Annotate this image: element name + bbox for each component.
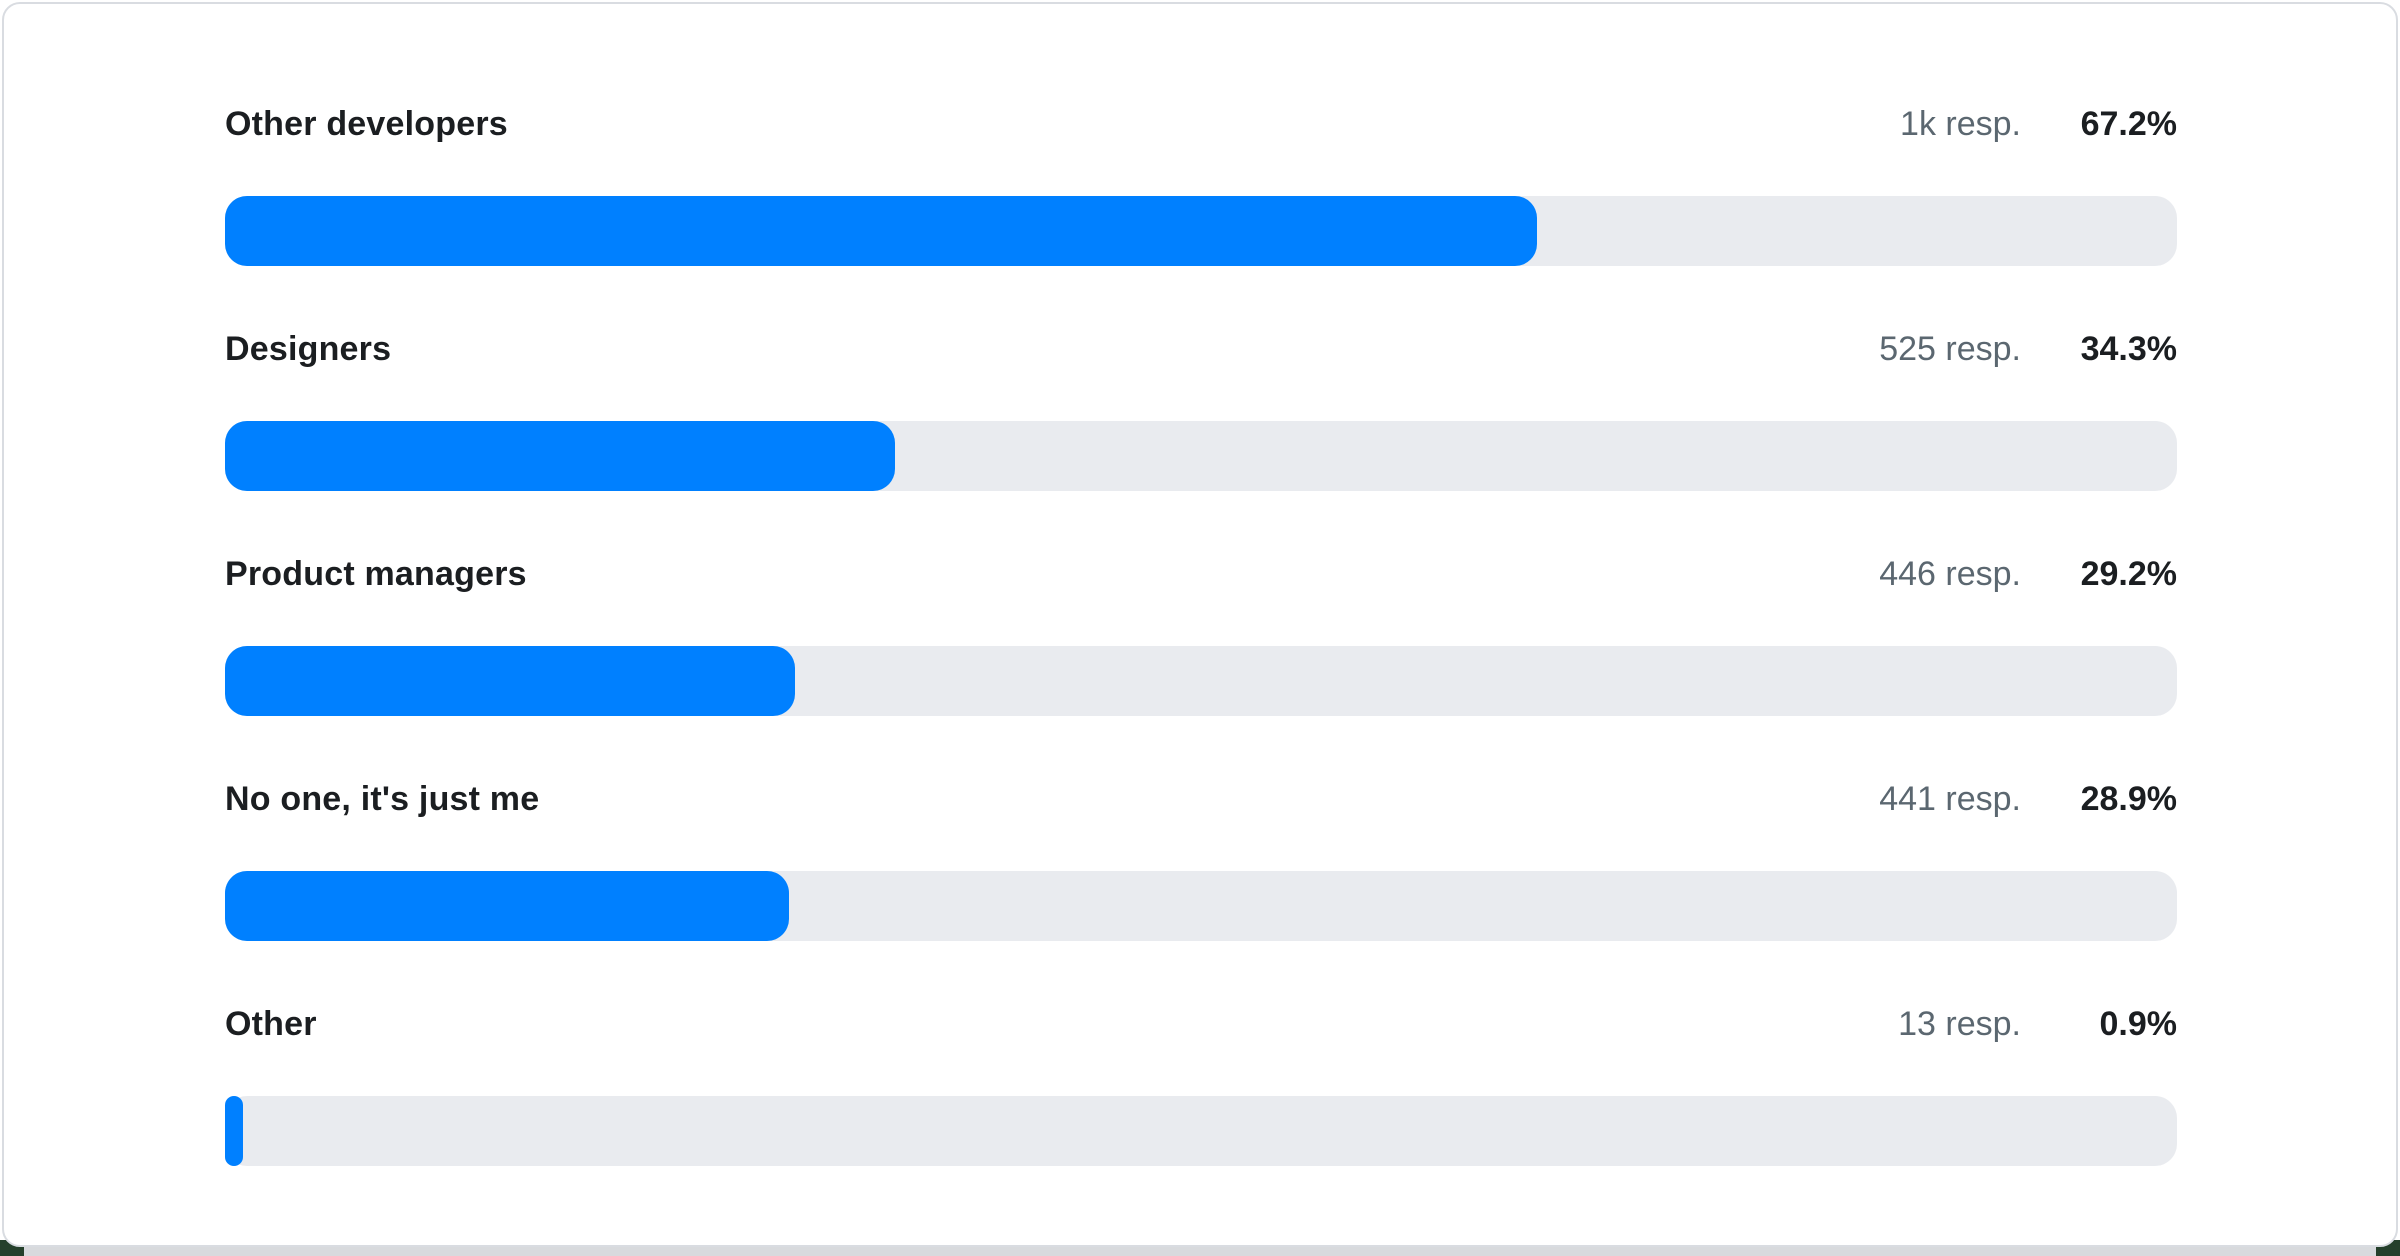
chart-row: Other 13 resp. 0.9%: [225, 1005, 2177, 1166]
row-label: Other: [225, 1005, 317, 1043]
row-values: 525 resp. 34.3%: [1879, 330, 2177, 369]
bar-fill: [225, 646, 795, 716]
bar-chart: Other developers 1k resp. 67.2% Designer…: [225, 105, 2177, 1166]
bar-track: [225, 421, 2177, 491]
row-values: 13 resp. 0.9%: [1898, 1005, 2177, 1044]
row-header: Designers 525 resp. 34.3%: [225, 330, 2177, 374]
row-label: Other developers: [225, 105, 508, 143]
chart-row: No one, it's just me 441 resp. 28.9%: [225, 780, 2177, 941]
bar-track: [225, 196, 2177, 266]
row-header: Other 13 resp. 0.9%: [225, 1005, 2177, 1049]
percent-value: 34.3%: [2080, 330, 2177, 368]
chart-row: Other developers 1k resp. 67.2%: [225, 105, 2177, 266]
percent-value: 0.9%: [2099, 1005, 2178, 1043]
response-count: 13 resp.: [1898, 1005, 2021, 1043]
response-count: 446 resp.: [1879, 555, 2021, 593]
row-values: 446 resp. 29.2%: [1879, 555, 2177, 594]
row-header: Product managers 446 resp. 29.2%: [225, 555, 2177, 599]
row-label: Product managers: [225, 555, 527, 593]
response-count: 1k resp.: [1900, 105, 2021, 143]
chart-row: Designers 525 resp. 34.3%: [225, 330, 2177, 491]
percent-value: 29.2%: [2080, 555, 2177, 593]
response-count: 525 resp.: [1879, 330, 2021, 368]
bar-track: [225, 646, 2177, 716]
bar-track: [225, 871, 2177, 941]
percent-value: 67.2%: [2080, 105, 2177, 143]
bottom-strip: [14, 1247, 2386, 1256]
bar-fill: [225, 1096, 243, 1166]
row-values: 1k resp. 67.2%: [1900, 105, 2177, 144]
bar-fill: [225, 196, 1537, 266]
row-header: No one, it's just me 441 resp. 28.9%: [225, 780, 2177, 824]
row-header: Other developers 1k resp. 67.2%: [225, 105, 2177, 149]
row-label: No one, it's just me: [225, 780, 540, 818]
bar-fill: [225, 871, 790, 941]
bar-track: [225, 1096, 2177, 1166]
response-count: 441 resp.: [1879, 780, 2021, 818]
chart-row: Product managers 446 resp. 29.2%: [225, 555, 2177, 716]
percent-value: 28.9%: [2080, 780, 2177, 818]
bar-fill: [225, 421, 895, 491]
row-values: 441 resp. 28.9%: [1879, 780, 2177, 819]
row-label: Designers: [225, 330, 392, 368]
